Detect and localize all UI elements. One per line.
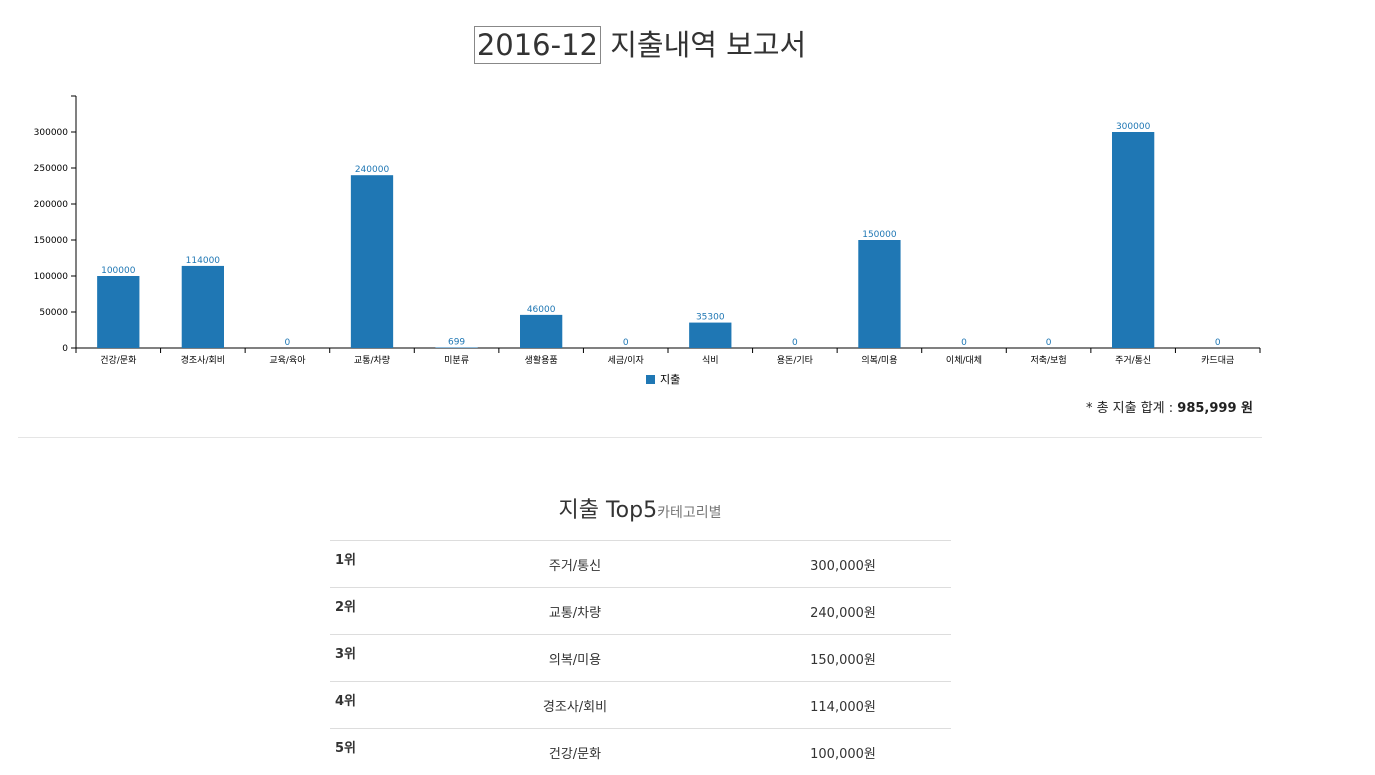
amount-cell: 100,000원 <box>660 728 951 775</box>
bar-value-label: 0 <box>285 338 291 348</box>
rank-cell: 5위 <box>330 728 490 775</box>
section-divider <box>18 437 1262 438</box>
rank-cell: 3위 <box>330 634 490 682</box>
category-cell: 경조사/회비 <box>490 681 660 729</box>
top5-table: 1위 주거/통신 300,000원 2위 교통/차량 240,000원 3위 의… <box>330 540 951 775</box>
legend-swatch <box>646 375 655 384</box>
y-tick-label: 150000 <box>34 236 69 246</box>
x-tick-label: 용돈/기타 <box>777 355 814 366</box>
bar-value-label: 0 <box>1215 338 1221 348</box>
bar <box>350 175 394 348</box>
expense-bar-chart: 0 50000 100000 150000 200000 250000 300000 1000… <box>34 95 1261 386</box>
category-cell: 주거/통신 <box>490 540 660 588</box>
x-tick-label: 이체/대체 <box>946 355 982 366</box>
y-tick-label: 250000 <box>34 164 69 174</box>
rank-cell: 1위 <box>330 540 490 588</box>
bar-value-label: 114000 <box>186 256 221 266</box>
bar-value-label: 0 <box>961 338 967 348</box>
table-row: 5위 건강/문화 100,000원 <box>330 728 951 775</box>
bar <box>520 314 563 348</box>
bar-value-label: 46000 <box>527 305 556 315</box>
rank-cell: 2위 <box>330 587 490 635</box>
bar <box>181 265 224 348</box>
bar <box>1112 132 1155 348</box>
amount-cell: 114,000원 <box>660 681 951 729</box>
total-expense: * 총 지출 합계 : 985,999 원 <box>1086 397 1253 416</box>
bar <box>858 240 901 348</box>
y-tick-label: 0 <box>62 344 68 354</box>
bar-value-label: 699 <box>448 337 465 347</box>
rank-cell: 4위 <box>330 681 490 729</box>
total-prefix: * 총 지출 합계 : <box>1085 401 1178 416</box>
top5-title-text: 지출 Top5 <box>558 498 658 523</box>
report-title: 2016-12 지출내역 보고서 <box>0 22 1280 64</box>
y-tick-label: 100000 <box>34 272 69 282</box>
amount-cell: 240,000원 <box>660 587 951 635</box>
x-tick-label: 경조사/회비 <box>181 354 225 366</box>
x-tick-label: 교통/차량 <box>354 354 390 366</box>
bar-value-label: 150000 <box>862 230 897 240</box>
total-value: 985,999 <box>1177 401 1237 416</box>
y-tick-label: 200000 <box>34 200 69 210</box>
bar-value-label: 0 <box>1046 338 1052 348</box>
x-tick-label: 세금/이자 <box>608 355 645 366</box>
amount-cell: 300,000원 <box>660 540 951 588</box>
report-date: 2016-12 <box>473 26 601 64</box>
y-tick-label: 300000 <box>34 128 69 138</box>
top5-subtitle: 카테고리별 <box>657 505 722 521</box>
category-cell: 교통/차량 <box>490 587 660 635</box>
bar-value-label: 100000 <box>101 266 136 276</box>
category-cell: 건강/문화 <box>490 728 660 775</box>
table-row: 2위 교통/차량 240,000원 <box>330 587 951 635</box>
bar-value-label: 35300 <box>696 313 725 323</box>
x-tick-label: 의복/미용 <box>861 355 897 366</box>
bar <box>97 276 140 348</box>
category-cell: 의복/미용 <box>490 634 660 682</box>
x-tick-label: 생활용품 <box>525 354 558 366</box>
x-tick-label: 저축/보험 <box>1030 355 1066 366</box>
x-tick-label: 미분류 <box>444 355 469 366</box>
bar-value-label: 0 <box>792 338 798 348</box>
table-row: 4위 경조사/회비 114,000원 <box>330 681 951 729</box>
bar <box>689 322 732 348</box>
amount-cell: 150,000원 <box>660 634 951 682</box>
top5-title: 지출 Top5카테고리별 <box>330 492 950 524</box>
x-tick-label: 건강/문화 <box>100 355 136 366</box>
bar-value-label: 240000 <box>355 165 390 175</box>
bar-value-label: 300000 <box>1116 122 1151 132</box>
bar <box>435 347 478 348</box>
table-row: 1위 주거/통신 300,000원 <box>330 540 951 588</box>
y-tick-label: 50000 <box>39 308 68 318</box>
report-title-text: 지출내역 보고서 <box>610 28 807 62</box>
x-tick-label: 카드대금 <box>1201 355 1234 366</box>
total-suffix: 원 <box>1236 401 1253 416</box>
legend-label: 지출 <box>660 373 680 386</box>
table-row: 3위 의복/미용 150,000원 <box>330 634 951 682</box>
x-tick-label: 교육/육아 <box>269 355 306 366</box>
x-tick-label: 주거/통신 <box>1115 355 1151 366</box>
x-tick-label: 식비 <box>702 355 719 366</box>
bar-value-label: 0 <box>623 338 629 348</box>
